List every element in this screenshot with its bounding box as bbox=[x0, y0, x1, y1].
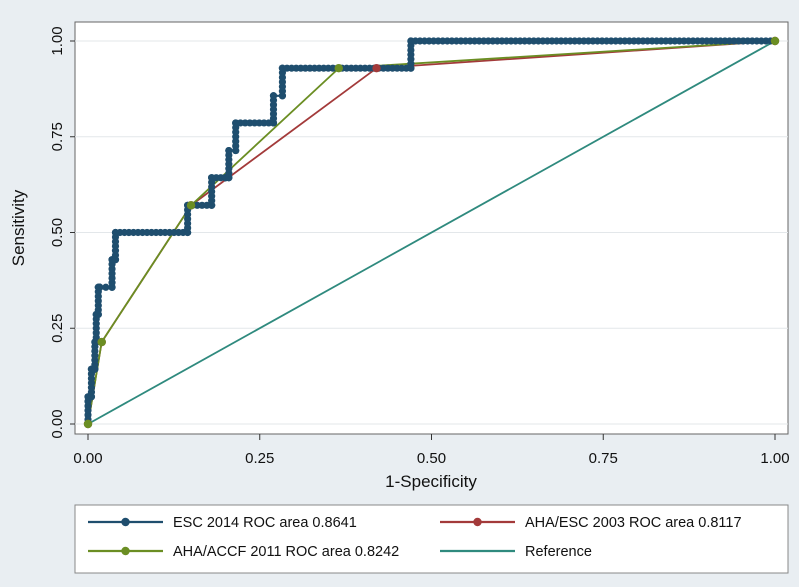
y-tick-label: 0.25 bbox=[49, 314, 66, 343]
x-tick-label: 1.00 bbox=[760, 450, 789, 467]
series-0-point bbox=[225, 146, 233, 155]
y-tick-label: 0.50 bbox=[49, 218, 66, 247]
series-2-point bbox=[97, 337, 106, 347]
series-layer bbox=[83, 36, 780, 429]
legend-label: ESC 2014 ROC area 0.8641 bbox=[173, 515, 357, 531]
series-0-point bbox=[96, 283, 104, 291]
legend-label: AHA/ACCF 2011 ROC area 0.8242 bbox=[173, 544, 399, 560]
series-2-point bbox=[334, 63, 343, 73]
x-tick-label: 0.75 bbox=[589, 450, 618, 467]
x-tick-label: 0.25 bbox=[245, 450, 274, 467]
x-axis-label: 1-Specificity bbox=[385, 472, 477, 491]
y-tick-label: 0.75 bbox=[49, 122, 66, 151]
x-tick-label: 0.50 bbox=[417, 450, 446, 467]
series-line-3 bbox=[87, 40, 776, 425]
legend-swatch-marker bbox=[121, 546, 130, 556]
legend-label: Reference bbox=[525, 544, 592, 560]
legend-label: AHA/ESC 2003 ROC area 0.8117 bbox=[525, 515, 742, 531]
legend-layer: ESC 2014 ROC area 0.8641 AHA/ESC 2003 ROC… bbox=[88, 515, 742, 560]
series-0-point bbox=[102, 283, 110, 291]
series-1-point bbox=[372, 63, 381, 73]
series-2-point bbox=[186, 201, 196, 210]
legend-swatch-marker bbox=[121, 517, 130, 527]
x-tick-label: 0.00 bbox=[73, 450, 102, 467]
axis-layer: 0.00 0.25 0.50 0.75 1.00 0.00 0.25 0.50 0.75 1.00 bbox=[49, 26, 790, 467]
series-2-point bbox=[770, 36, 780, 46]
series-0-point bbox=[269, 92, 278, 100]
y-axis-label: Sensitivity bbox=[9, 189, 28, 266]
y-tick-label: 1.00 bbox=[49, 26, 66, 55]
legend-box bbox=[74, 504, 789, 574]
series-2-point bbox=[83, 419, 93, 429]
y-tick-label: 0.00 bbox=[49, 409, 66, 438]
legend-swatch-marker bbox=[473, 517, 482, 527]
